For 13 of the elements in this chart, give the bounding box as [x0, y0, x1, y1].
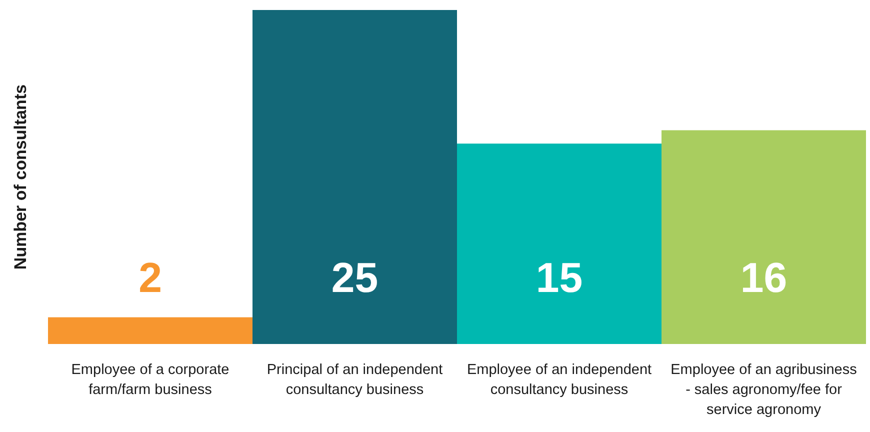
data-label: 15 — [536, 254, 583, 301]
x-tick-label: Principal of an independent consultancy business — [266, 362, 443, 398]
bar — [457, 144, 662, 344]
x-tick-label: Employee of an independent consultancy business — [466, 362, 652, 398]
x-tick-label: Employee of a corporate farm/farm business — [71, 362, 230, 398]
bar — [48, 317, 252, 344]
bar — [662, 130, 866, 344]
data-label: 16 — [740, 254, 788, 301]
x-tick-label: Employee of an agribusiness - sales agronomy/fee for service agronomy — [670, 362, 857, 418]
bar — [252, 10, 457, 344]
y-axis-title: Number of consultants — [11, 84, 30, 270]
data-label: 25 — [331, 254, 378, 301]
data-label: 2 — [138, 254, 162, 301]
